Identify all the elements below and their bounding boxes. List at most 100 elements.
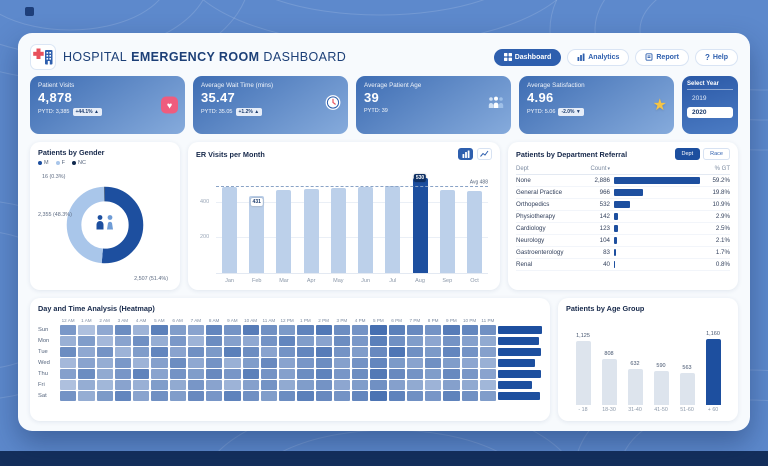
heatmap-cell[interactable]	[279, 358, 296, 368]
er-bar-jan[interactable]	[222, 187, 237, 273]
heatmap-cell[interactable]	[60, 369, 77, 379]
heatmap-cell[interactable]	[78, 347, 95, 357]
heatmap-cell[interactable]	[443, 369, 460, 379]
heatmap-cell[interactable]	[206, 358, 223, 368]
heatmap-cell[interactable]	[169, 347, 186, 357]
heatmap-cell[interactable]	[461, 391, 478, 401]
heatmap-cell[interactable]	[406, 347, 423, 357]
heatmap-cell[interactable]	[133, 380, 150, 390]
heatmap-cell[interactable]	[169, 369, 186, 379]
heatmap-cell[interactable]	[297, 325, 314, 335]
heatmap-cell[interactable]	[96, 325, 113, 335]
heatmap-cell[interactable]	[133, 391, 150, 401]
heatmap-cell[interactable]	[479, 391, 496, 401]
tab-analytics[interactable]: Analytics	[567, 48, 630, 66]
heatmap-cell[interactable]	[242, 380, 259, 390]
heatmap-cell[interactable]	[352, 347, 369, 357]
heatmap-cell[interactable]	[479, 380, 496, 390]
heatmap-cell[interactable]	[443, 336, 460, 346]
heatmap-cell[interactable]	[443, 347, 460, 357]
er-bar-mar[interactable]	[276, 190, 292, 273]
heatmap-cell[interactable]	[114, 391, 131, 401]
heatmap-cell[interactable]	[114, 358, 131, 368]
er-bar-aug[interactable]: 530	[412, 174, 428, 273]
heatmap-cell[interactable]	[260, 358, 277, 368]
heatmap-cell[interactable]	[297, 369, 314, 379]
heatmap-cell[interactable]	[479, 325, 496, 335]
heatmap-cell[interactable]	[370, 369, 387, 379]
heatmap-cell[interactable]	[370, 336, 387, 346]
heatmap-cell[interactable]	[352, 369, 369, 379]
year-option-2020[interactable]: 2020	[687, 107, 733, 118]
heatmap-cell[interactable]	[260, 369, 277, 379]
heatmap-cell[interactable]	[388, 369, 405, 379]
heatmap-cell[interactable]	[297, 347, 314, 357]
heatmap-cell[interactable]	[406, 391, 423, 401]
heatmap-cell[interactable]	[352, 380, 369, 390]
er-bar-sep[interactable]	[439, 189, 455, 273]
heatmap-cell[interactable]	[260, 380, 277, 390]
heatmap-cell[interactable]	[479, 369, 496, 379]
heatmap-cell[interactable]	[206, 391, 223, 401]
heatmap-cell[interactable]	[242, 358, 259, 368]
heatmap-cell[interactable]	[425, 347, 442, 357]
day-total-fill[interactable]	[498, 359, 536, 367]
heatmap-cell[interactable]	[370, 325, 387, 335]
heatmap-cell[interactable]	[461, 336, 478, 346]
heatmap-cell[interactable]	[443, 325, 460, 335]
heatmap-cell[interactable]	[406, 325, 423, 335]
heatmap-cell[interactable]	[370, 391, 387, 401]
heatmap-cell[interactable]	[370, 358, 387, 368]
heatmap-cell[interactable]	[224, 380, 241, 390]
heatmap-cell[interactable]	[151, 369, 168, 379]
heatmap-cell[interactable]	[60, 391, 77, 401]
heatmap-cell[interactable]	[224, 391, 241, 401]
heatmap-cell[interactable]	[96, 391, 113, 401]
heatmap-cell[interactable]	[297, 358, 314, 368]
heatmap-cell[interactable]	[333, 347, 350, 357]
heatmap-cell[interactable]	[388, 358, 405, 368]
heatmap-cell[interactable]	[260, 336, 277, 346]
heatmap-cell[interactable]	[133, 369, 150, 379]
day-total-fill[interactable]	[498, 381, 532, 389]
heatmap-cell[interactable]	[443, 358, 460, 368]
heatmap-cell[interactable]	[60, 380, 77, 390]
heatmap-cell[interactable]	[333, 369, 350, 379]
table-row[interactable]: Orthopedics 532 10.9%	[516, 199, 730, 211]
age-bar[interactable]	[653, 371, 669, 405]
heatmap-cell[interactable]	[224, 325, 241, 335]
heatmap-cell[interactable]	[406, 369, 423, 379]
heatmap-cell[interactable]	[352, 391, 369, 401]
heatmap-cell[interactable]	[187, 347, 204, 357]
table-row[interactable]: Physiotherapy 142 2.9%	[516, 211, 730, 223]
heatmap-cell[interactable]	[224, 347, 241, 357]
heatmap-cell[interactable]	[297, 391, 314, 401]
heatmap-cell[interactable]	[133, 347, 150, 357]
heatmap-cell[interactable]	[352, 336, 369, 346]
tab-help[interactable]: ? Help	[694, 48, 738, 66]
heatmap-cell[interactable]	[242, 347, 259, 357]
heatmap-cell[interactable]	[206, 325, 223, 335]
heatmap-cell[interactable]	[187, 325, 204, 335]
heatmap-cell[interactable]	[260, 325, 277, 335]
heatmap-cell[interactable]	[406, 336, 423, 346]
heatmap-cell[interactable]	[242, 369, 259, 379]
heatmap-cell[interactable]	[78, 380, 95, 390]
heatmap-cell[interactable]	[151, 380, 168, 390]
heatmap-cell[interactable]	[151, 347, 168, 357]
heatmap-cell[interactable]	[78, 369, 95, 379]
table-row[interactable]: None 2,886 59.2%	[516, 175, 730, 187]
heatmap-cell[interactable]	[169, 325, 186, 335]
heatmap-cell[interactable]	[461, 358, 478, 368]
tab-report[interactable]: Report	[635, 48, 689, 66]
heatmap-cell[interactable]	[315, 325, 332, 335]
heatmap-cell[interactable]	[425, 358, 442, 368]
heatmap-cell[interactable]	[260, 347, 277, 357]
heatmap-cell[interactable]	[315, 347, 332, 357]
heatmap-cell[interactable]	[60, 325, 77, 335]
heatmap-cell[interactable]	[187, 391, 204, 401]
table-row[interactable]: Renal 40 0.8%	[516, 259, 730, 271]
heatmap-cell[interactable]	[315, 380, 332, 390]
heatmap-cell[interactable]	[133, 358, 150, 368]
line-chart-icon-button[interactable]	[477, 148, 492, 160]
